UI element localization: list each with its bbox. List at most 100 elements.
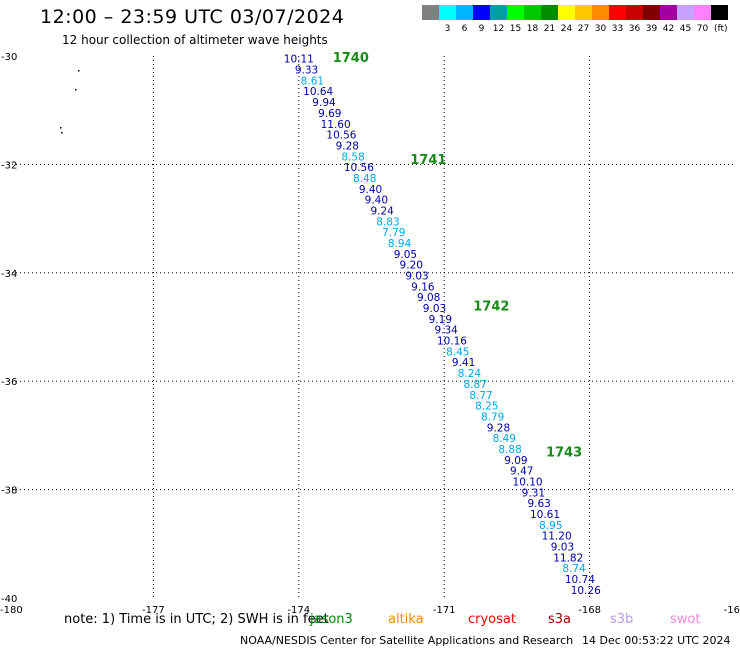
legend-swatch bbox=[422, 5, 439, 20]
legend-swatch bbox=[439, 5, 456, 20]
wave-height-value: 10.16 bbox=[437, 336, 467, 348]
legend-unit: (ft) bbox=[714, 24, 728, 34]
legend-swatch bbox=[609, 5, 626, 20]
wave-height-value: 8.58 bbox=[341, 151, 364, 163]
y-tick-label: -32 bbox=[1, 160, 17, 171]
satellite-jason3: jason3 bbox=[310, 612, 353, 627]
satellite-legend: jason3 altika cryosat s3a s3b swot bbox=[0, 612, 740, 630]
x-tick-label: -180 bbox=[0, 605, 23, 616]
legend-label: 24 bbox=[560, 24, 573, 34]
legend-swatch bbox=[677, 5, 694, 20]
wave-height-value: 10.11 bbox=[284, 54, 314, 66]
y-tick-label: -40 bbox=[1, 594, 17, 605]
time-label: 1742 bbox=[473, 299, 509, 314]
wave-height-value: 8.45 bbox=[446, 346, 469, 358]
x-tick-label: -16 bbox=[724, 605, 740, 616]
wave-height-value: 8.79 bbox=[481, 411, 504, 423]
legend-swatch bbox=[626, 5, 643, 20]
legend-swatch bbox=[660, 5, 677, 20]
wave-height-value: 9.40 bbox=[365, 195, 388, 207]
wave-height-value: 8.25 bbox=[475, 401, 498, 413]
legend-swatch bbox=[473, 5, 490, 20]
legend-swatch bbox=[541, 5, 558, 20]
wave-height-value: 8.74 bbox=[562, 563, 586, 575]
satellite-s3b: s3b bbox=[610, 612, 634, 627]
legend-label: 15 bbox=[509, 24, 522, 34]
satellite-s3a: s3a bbox=[548, 612, 572, 627]
x-tick-label: -171 bbox=[433, 605, 456, 616]
legend-swatch bbox=[643, 5, 660, 20]
generated-time: 14 Dec 00:53:22 UTC 2024 bbox=[582, 634, 731, 647]
wave-height-value: 8.88 bbox=[498, 444, 521, 456]
wave-height-value: 8.83 bbox=[376, 216, 399, 228]
legend-swatch bbox=[490, 5, 507, 20]
wave-height-value: 8.94 bbox=[388, 238, 412, 250]
legend-swatch bbox=[558, 5, 575, 20]
wave-height-value: 9.03 bbox=[551, 542, 574, 554]
wave-height-value: 9.24 bbox=[370, 205, 394, 217]
wave-height-value: 9.40 bbox=[359, 184, 382, 196]
time-label: 1740 bbox=[333, 51, 369, 66]
wave-height-value: 9.41 bbox=[452, 357, 475, 369]
legend-swatch bbox=[694, 5, 711, 20]
time-label: 1741 bbox=[410, 153, 446, 168]
wave-height-value: 10.64 bbox=[303, 86, 333, 98]
x-tick-label: -168 bbox=[578, 605, 601, 616]
legend-swatch bbox=[524, 5, 541, 20]
axis-tick-labels: -180 -177 -174 -171 -168 -16 -30 -32 -34 -36 -38 -4… bbox=[0, 52, 740, 616]
satellite-altika: altika bbox=[388, 612, 424, 627]
wave-height-value: 8.61 bbox=[301, 75, 324, 87]
legend-label: 33 bbox=[611, 24, 624, 34]
island-dot bbox=[61, 132, 63, 134]
island-dot bbox=[78, 70, 80, 72]
wave-height-value: 9.94 bbox=[312, 97, 336, 109]
lat-lon-grid bbox=[8, 56, 735, 598]
wave-height-value: 8.77 bbox=[469, 390, 492, 402]
wave-height-value: 9.08 bbox=[417, 292, 440, 304]
wave-height-value: 9.34 bbox=[434, 325, 458, 337]
legend-label: 42 bbox=[662, 24, 675, 34]
wave-height-value: 9.03 bbox=[405, 271, 428, 283]
wave-height-value: 9.33 bbox=[295, 65, 318, 77]
wave-height-value: 8.87 bbox=[464, 379, 487, 391]
island-dot bbox=[60, 127, 62, 129]
x-tick-label: -177 bbox=[142, 605, 165, 616]
wave-height-value: 8.95 bbox=[539, 520, 562, 532]
legend-swatch bbox=[592, 5, 609, 20]
wave-height-value: 9.63 bbox=[527, 498, 550, 510]
legend-label: 18 bbox=[526, 24, 539, 34]
wave-height-value: 10.10 bbox=[513, 476, 543, 488]
map-title: 12:00 – 23:59 UTC 03/07/2024 bbox=[40, 6, 345, 28]
wave-height-value: 10.26 bbox=[571, 585, 601, 597]
wave-height-value: 7.79 bbox=[382, 227, 405, 239]
wave-height-value: 9.20 bbox=[400, 260, 423, 272]
wave-height-value: 10.56 bbox=[344, 162, 374, 174]
wave-height-track: 10.119.338.6110.649.949.6911.6010.569.28… bbox=[284, 54, 601, 597]
wave-height-value: 9.31 bbox=[522, 487, 545, 499]
island-dot bbox=[75, 89, 77, 91]
legend-label: 30 bbox=[594, 24, 607, 34]
wave-height-value: 9.19 bbox=[429, 314, 452, 326]
wave-height-value: 9.05 bbox=[394, 249, 417, 261]
wave-height-value: 10.74 bbox=[565, 574, 595, 586]
legend-label: 12 bbox=[492, 24, 505, 34]
time-labels: 1740 1741 1742 1743 bbox=[333, 51, 582, 461]
satellite-swot: swot bbox=[670, 612, 701, 627]
legend-label: 70 bbox=[696, 24, 709, 34]
wave-height-value: 8.48 bbox=[353, 173, 376, 185]
legend-swatch bbox=[507, 5, 524, 20]
map-subtitle: 12 hour collection of altimeter wave hei… bbox=[62, 33, 328, 47]
x-tick-label: -174 bbox=[287, 605, 310, 616]
wave-height-value: 11.82 bbox=[553, 552, 583, 564]
wave-height-value: 9.09 bbox=[504, 455, 527, 467]
y-tick-label: -38 bbox=[1, 486, 17, 497]
legend-label: 6 bbox=[461, 24, 468, 34]
y-tick-label: -36 bbox=[1, 377, 17, 388]
wave-height-value: 9.28 bbox=[487, 422, 510, 434]
satellite-cryosat: cryosat bbox=[468, 612, 516, 627]
wave-height-value: 11.20 bbox=[542, 531, 572, 543]
legend-swatch bbox=[456, 5, 473, 20]
wave-height-value: 11.60 bbox=[321, 119, 351, 131]
wave-height-value: 10.56 bbox=[326, 130, 356, 142]
